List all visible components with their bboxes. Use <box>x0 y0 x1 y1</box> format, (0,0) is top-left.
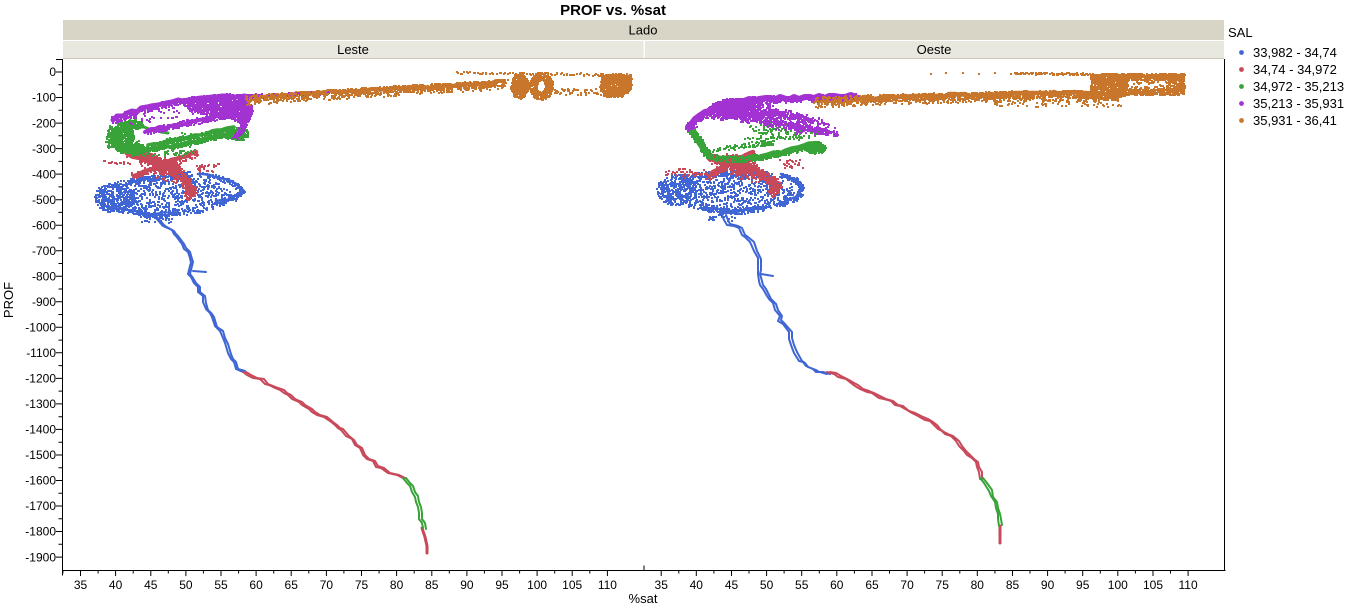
svg-text:105: 105 <box>1143 578 1163 592</box>
svg-text:-1000: -1000 <box>25 321 56 335</box>
svg-text:-1100: -1100 <box>26 346 56 360</box>
svg-text:-1900: -1900 <box>25 550 56 564</box>
svg-text:34,972 - 35,213: 34,972 - 35,213 <box>1253 79 1344 94</box>
svg-text:105: 105 <box>562 578 582 592</box>
svg-text:-1700: -1700 <box>25 499 56 513</box>
svg-text:-900: -900 <box>32 295 56 309</box>
svg-text:-500: -500 <box>32 193 56 207</box>
svg-text:PROF: PROF <box>1 282 16 318</box>
svg-text:-400: -400 <box>32 167 56 181</box>
svg-text:65: 65 <box>285 578 299 592</box>
svg-text:SAL: SAL <box>1228 25 1253 40</box>
svg-text:-1800: -1800 <box>25 525 56 539</box>
svg-text:-1500: -1500 <box>25 448 56 462</box>
svg-text:100: 100 <box>527 578 547 592</box>
svg-text:55: 55 <box>214 578 228 592</box>
svg-text:50: 50 <box>760 578 774 592</box>
svg-text:70: 70 <box>320 578 334 592</box>
svg-text:-100: -100 <box>32 91 56 105</box>
svg-text:%sat: %sat <box>629 591 658 606</box>
svg-text:110: 110 <box>598 578 617 592</box>
svg-text:90: 90 <box>460 578 474 592</box>
svg-text:0: 0 <box>49 65 56 79</box>
svg-text:95: 95 <box>1076 578 1090 592</box>
svg-text:35,213 - 35,931: 35,213 - 35,931 <box>1253 96 1344 111</box>
svg-text:-1400: -1400 <box>25 423 56 437</box>
svg-text:35: 35 <box>655 578 669 592</box>
svg-text:-1600: -1600 <box>25 474 56 488</box>
svg-text:60: 60 <box>830 578 844 592</box>
svg-text:PROF vs. %sat: PROF vs. %sat <box>560 2 666 19</box>
svg-text:65: 65 <box>865 578 879 592</box>
svg-text:100: 100 <box>1108 578 1128 592</box>
svg-text:35,931 - 36,41: 35,931 - 36,41 <box>1253 113 1337 128</box>
svg-text:70: 70 <box>900 578 914 592</box>
svg-text:Oeste: Oeste <box>917 42 952 57</box>
svg-text:-200: -200 <box>32 116 56 130</box>
svg-text:Lado: Lado <box>629 23 658 38</box>
svg-text:34,74 - 34,972: 34,74 - 34,972 <box>1253 62 1337 77</box>
svg-text:-800: -800 <box>32 269 56 283</box>
svg-text:40: 40 <box>109 578 123 592</box>
svg-text:90: 90 <box>1041 578 1055 592</box>
svg-text:45: 45 <box>725 578 739 592</box>
svg-text:60: 60 <box>249 578 263 592</box>
svg-text:45: 45 <box>144 578 158 592</box>
svg-text:40: 40 <box>690 578 704 592</box>
svg-text:110: 110 <box>1179 578 1198 592</box>
svg-text:-600: -600 <box>32 218 56 232</box>
svg-text:-700: -700 <box>32 244 56 258</box>
svg-text:75: 75 <box>936 578 950 592</box>
svg-text:55: 55 <box>795 578 809 592</box>
svg-text:-1200: -1200 <box>25 372 56 386</box>
svg-text:80: 80 <box>390 578 404 592</box>
svg-text:80: 80 <box>971 578 985 592</box>
svg-text:Leste: Leste <box>337 42 369 57</box>
svg-text:33,982 - 34,74: 33,982 - 34,74 <box>1253 45 1337 60</box>
svg-text:-1300: -1300 <box>25 397 56 411</box>
svg-text:75: 75 <box>355 578 369 592</box>
svg-text:-300: -300 <box>32 142 56 156</box>
svg-text:35: 35 <box>74 578 88 592</box>
svg-text:85: 85 <box>425 578 439 592</box>
svg-text:95: 95 <box>495 578 509 592</box>
svg-text:50: 50 <box>179 578 193 592</box>
svg-text:85: 85 <box>1006 578 1020 592</box>
